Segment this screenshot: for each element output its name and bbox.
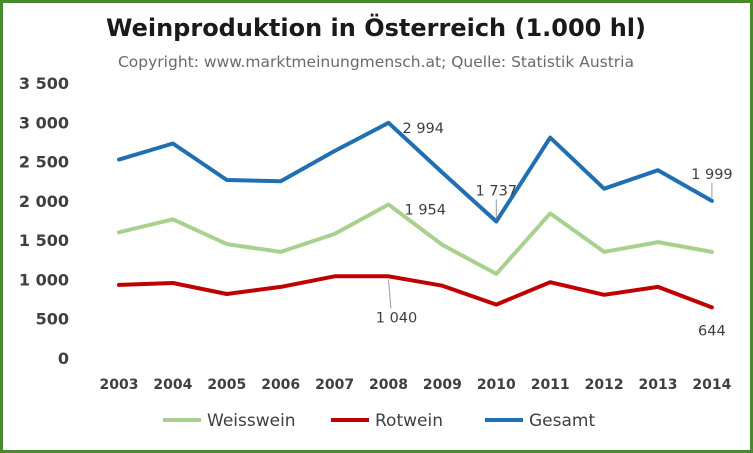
x-tick-label: 2007 — [315, 377, 354, 393]
y-tick-label: 500 — [36, 310, 69, 329]
x-tick-label: 2014 — [692, 377, 731, 393]
y-tick-label: 2 000 — [19, 192, 69, 211]
x-tick-label: 2010 — [477, 377, 516, 393]
y-tick-label: 1 000 — [19, 270, 69, 289]
series-line-rotwein — [117, 274, 714, 310]
x-tick-label: 2004 — [153, 377, 192, 393]
data-label: 644 — [698, 323, 726, 339]
data-label: 1 999 — [691, 167, 733, 183]
legend-label: Weisswein — [207, 411, 296, 431]
y-tick-label: 3 500 — [19, 74, 69, 93]
x-tick-label: 2011 — [531, 377, 570, 393]
y-tick-label: 1 500 — [19, 231, 69, 250]
x-tick-label: 2006 — [261, 377, 300, 393]
x-tick-label: 2008 — [369, 377, 408, 393]
series-line-weisswein — [117, 202, 714, 276]
data-label: 1 040 — [376, 310, 418, 326]
x-tick-label: 2013 — [639, 377, 678, 393]
y-tick-label: 2 500 — [19, 153, 69, 172]
legend-label: Rotwein — [375, 411, 443, 431]
x-tick-label: 2005 — [207, 377, 246, 393]
y-tick-label: 0 — [58, 349, 69, 368]
y-tick-label: 3 000 — [19, 113, 69, 132]
data-label: 1 737 — [476, 184, 518, 200]
x-tick-label: 2012 — [585, 377, 624, 393]
data-label: 1 954 — [405, 202, 447, 218]
line-chart: Weinproduktion in Österreich (1.000 hl) C… — [19, 12, 733, 431]
x-tick-label: 2009 — [423, 377, 462, 393]
data-label-leader — [388, 279, 392, 309]
series-line-gesamt — [117, 120, 714, 224]
chart-title: Weinproduktion in Österreich (1.000 hl) — [106, 12, 646, 42]
x-tick-label: 2003 — [100, 377, 139, 393]
data-label: 2 994 — [403, 121, 445, 137]
chart-subtitle: Copyright: www.marktmeinungmensch.at; Qu… — [118, 53, 634, 71]
legend-label: Gesamt — [529, 411, 595, 431]
